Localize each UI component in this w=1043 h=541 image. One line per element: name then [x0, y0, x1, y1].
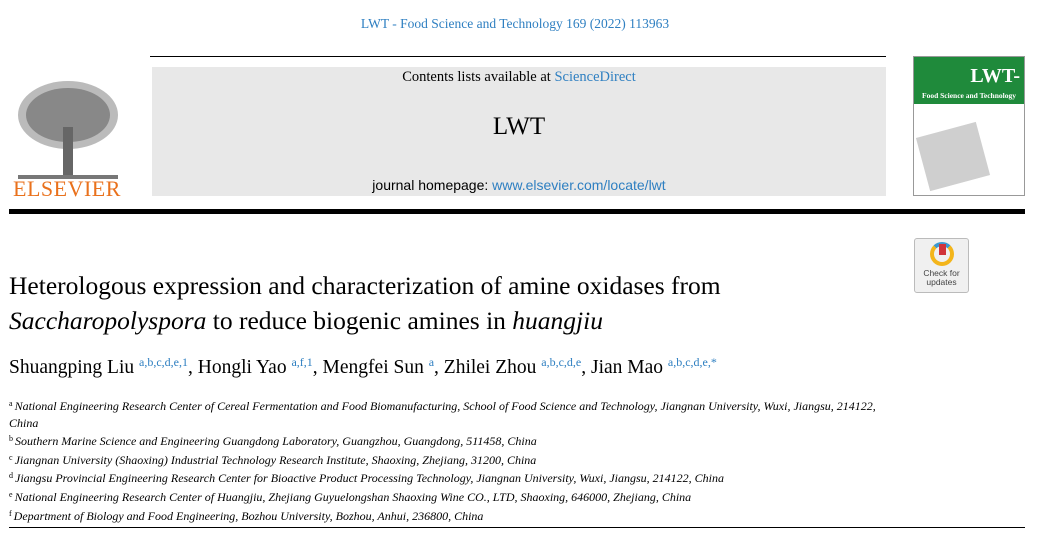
- homepage-prefix: journal homepage:: [372, 177, 493, 193]
- divider: [9, 527, 1025, 528]
- cover-subtitle: Food Science and Technology: [922, 91, 1016, 100]
- header-rule: [9, 209, 1025, 214]
- contents-prefix: Contents lists available at: [402, 69, 555, 85]
- crossmark-icon: [929, 242, 954, 266]
- affiliation: a National Engineering Research Center of…: [9, 399, 876, 430]
- author-list: Shuangping Liu a,b,c,d,e,1, Hongli Yao a…: [9, 355, 717, 378]
- affiliations: a National Engineering Research Center of…: [9, 396, 899, 524]
- check-for-updates-button[interactable]: Check for updates: [914, 238, 969, 293]
- cover-banner: [914, 57, 1024, 104]
- title-part: to reduce biogenic amines in: [206, 306, 513, 335]
- title-genus: Saccharopolyspora: [9, 306, 207, 335]
- cover-image: [915, 121, 991, 192]
- elsevier-tree-logo: [18, 81, 118, 179]
- title-huangjiu: huangjiu: [512, 306, 603, 335]
- article-title: Heterologous expression and characteriza…: [9, 268, 909, 338]
- affiliation: b Southern Marine Science and Engineering…: [9, 434, 537, 449]
- divider: [150, 56, 886, 57]
- journal-name: LWT: [492, 113, 546, 140]
- author[interactable]: Hongli Yao a,f,1: [197, 355, 313, 378]
- journal-masthead: Contents lists available at ScienceDirec…: [152, 67, 886, 196]
- title-part: Heterologous expression and characteriza…: [9, 271, 721, 300]
- affiliation: f Department of Biology and Food Engineer…: [9, 508, 484, 523]
- affiliation: e National Engineering Research Center of…: [9, 489, 692, 504]
- journal-reference[interactable]: LWT - Food Science and Technology 169 (2…: [360, 16, 670, 31]
- check-updates-line1: Check for: [923, 268, 960, 278]
- contents-line: Contents lists available at ScienceDirec…: [152, 69, 886, 86]
- check-updates-line2: updates: [926, 277, 957, 287]
- author[interactable]: Mengfei Sun a: [322, 355, 435, 378]
- homepage-link[interactable]: www.elsevier.com/locate/lwt: [492, 177, 666, 193]
- affiliation: d Jiangsu Provincial Engineering Research…: [9, 471, 725, 486]
- cover-title: LWT-: [970, 65, 1020, 87]
- journal-cover[interactable]: LWT- Food Science and Technology: [913, 56, 1025, 196]
- elsevier-wordmark: ELSEVIER: [13, 176, 121, 201]
- sciencedirect-link[interactable]: ScienceDirect: [554, 69, 636, 85]
- homepage-line: journal homepage: www.elsevier.com/locat…: [152, 177, 886, 193]
- author[interactable]: Shuangping Liu a,b,c,d,e,1: [9, 355, 188, 378]
- author[interactable]: Zhilei Zhou a,b,c,d,e: [443, 355, 582, 378]
- affiliation: c Jiangnan University (Shaoxing) Industri…: [9, 452, 537, 467]
- author[interactable]: Jian Mao a,b,c,d,e,*: [591, 355, 717, 378]
